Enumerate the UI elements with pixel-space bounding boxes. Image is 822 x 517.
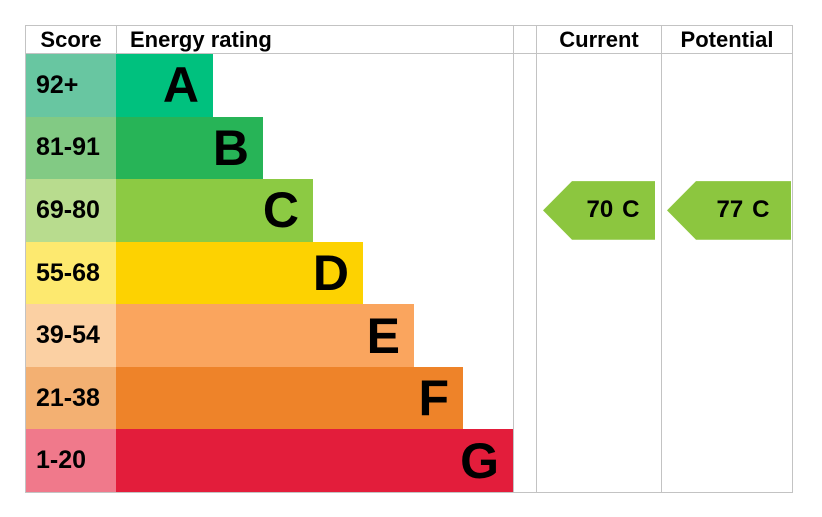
current-rating-arrow: 70 C [543, 181, 655, 240]
potential-column-header: Potential [661, 26, 792, 53]
band-row-G: 1-20 G [26, 429, 513, 493]
band-bar-E: E [116, 304, 414, 367]
current-rating-score: 70 [586, 196, 614, 224]
score-range-E: 39-54 [26, 304, 116, 367]
current-column-header: Current [536, 26, 661, 53]
band-bar-F: F [116, 366, 463, 430]
band-row-C: 69-80 C [26, 179, 513, 242]
current-rating-band-letter: C [622, 196, 640, 224]
spacer-column-header [513, 26, 536, 53]
epc-table: Score Energy rating Current Potential 92… [25, 25, 793, 493]
score-range-B: 81-91 [26, 116, 116, 180]
potential-rating-band-letter: C [752, 196, 770, 224]
band-bar-B: B [116, 116, 263, 180]
band-row-F: 21-38 F [26, 366, 513, 430]
score-range-F: 21-38 [26, 366, 116, 430]
current-column: 70 C [536, 54, 661, 492]
potential-rating-score: 77 [716, 196, 744, 224]
band-row-B: 81-91 B [26, 116, 513, 180]
spacer-column [513, 54, 536, 492]
band-bar-A: A [116, 54, 213, 117]
band-row-A: 92+ A [26, 54, 513, 117]
band-row-E: 39-54 E [26, 304, 513, 367]
band-bar-D: D [116, 241, 363, 305]
epc-body: 92+ A 81-91 B 69-80 C 55-68 D 39-54 E 21-38 F 1-20 G … [26, 54, 792, 493]
energy-rating-column-header: Energy rating [116, 26, 513, 53]
band-bar-C: C [116, 179, 313, 242]
potential-rating-arrow: 77 C [667, 181, 791, 240]
score-range-A: 92+ [26, 54, 116, 117]
band-row-D: 55-68 D [26, 241, 513, 305]
potential-column: 77 C [661, 54, 792, 492]
epc-header-row: Score Energy rating Current Potential [26, 26, 792, 54]
band-bar-G: G [116, 429, 513, 493]
score-range-G: 1-20 [26, 429, 116, 493]
score-column-header: Score [40, 27, 102, 52]
score-range-C: 69-80 [26, 179, 116, 242]
energy-band-rows: 92+ A 81-91 B 69-80 C 55-68 D 39-54 E 21-38 F 1-20 G [26, 54, 513, 493]
score-range-D: 55-68 [26, 241, 116, 305]
